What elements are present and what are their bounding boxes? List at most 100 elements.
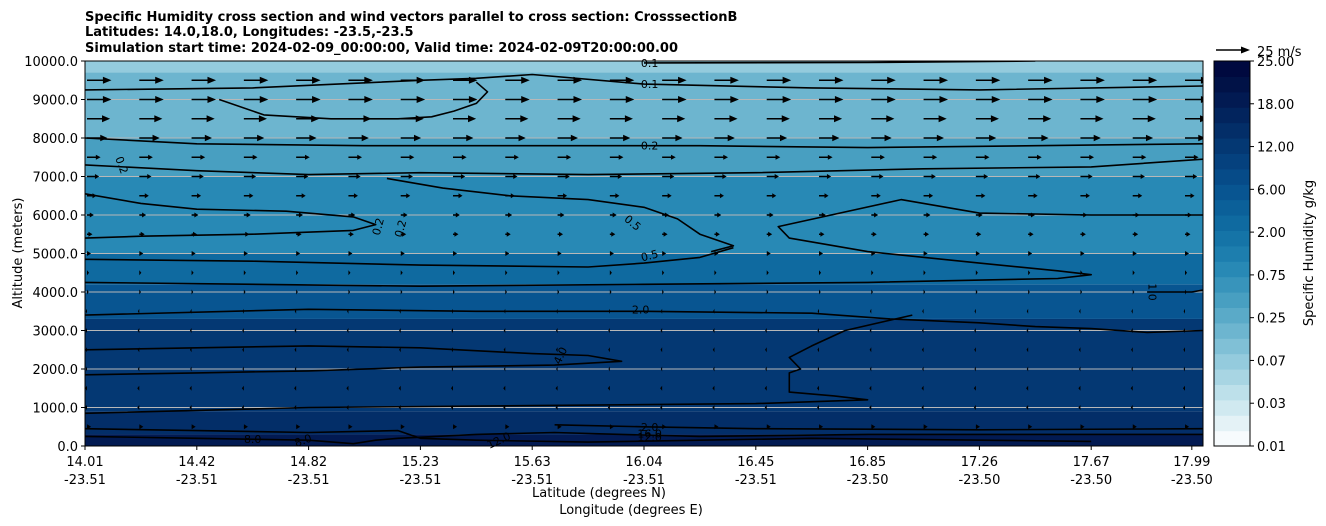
wind-arrow <box>1028 251 1033 256</box>
x-tick-label-lon: -23.51 <box>288 473 330 488</box>
y-tick-label: 2000.0 <box>33 363 79 378</box>
wind-arrow <box>400 231 407 237</box>
wind-arrow <box>400 134 422 142</box>
colorbar-swatch <box>1214 107 1250 124</box>
wind-arrow <box>451 328 453 333</box>
wind-arrow <box>1080 231 1086 237</box>
wind-arrow <box>189 385 192 391</box>
wind-arrow <box>87 76 112 84</box>
wind-arrow <box>819 289 821 295</box>
wind-arrow <box>348 424 353 430</box>
wind-arrow <box>1028 212 1035 218</box>
colorbar-swatch <box>1214 215 1250 231</box>
wind-arrow <box>922 308 924 314</box>
colorbar-swatch <box>1214 230 1250 247</box>
wind-arrow <box>348 231 354 237</box>
contour-0.1 <box>85 73 1203 91</box>
y-tick-label: 4000.0 <box>33 286 79 301</box>
wind-arrow <box>1130 385 1133 391</box>
wind-arrow <box>1080 76 1105 84</box>
wind-arrow <box>348 212 356 218</box>
wind-arrow <box>87 231 93 237</box>
wind-arrow <box>975 174 989 179</box>
colorbar-tick-label: 2.00 <box>1257 226 1286 241</box>
wind-arrow <box>713 366 715 372</box>
wind-arrow <box>87 193 97 199</box>
colorbar-swatch <box>1214 261 1250 278</box>
wind-arrow <box>714 270 717 276</box>
y-tick-label: 5000.0 <box>33 248 79 263</box>
wind-arrow <box>503 308 506 314</box>
wind-arrow <box>975 193 986 199</box>
wind-arrow <box>714 96 739 103</box>
wind-arrow <box>557 251 562 256</box>
contour-0.1 <box>218 81 489 120</box>
wind-arrow <box>505 289 507 295</box>
wind-arrow <box>85 308 87 314</box>
wind-arrow <box>608 366 610 372</box>
wind-arrow <box>1185 134 1203 142</box>
colorbar-swatch <box>1214 415 1250 432</box>
wind-arrow <box>348 96 373 103</box>
wind-arrow <box>87 115 111 123</box>
wind-arrow <box>453 251 458 256</box>
wind-arrow <box>1131 308 1133 314</box>
wind-arrow <box>557 231 564 237</box>
wind-arrow <box>139 231 145 237</box>
wind-arrow <box>191 212 199 218</box>
wind-arrow <box>923 270 926 276</box>
colorbar-swatch <box>1214 369 1250 385</box>
wind-arrow <box>1028 76 1053 84</box>
wind-arrow <box>139 424 144 430</box>
wind-arrow <box>1132 424 1137 430</box>
wind-arrow <box>973 405 976 410</box>
wind-arrow <box>816 405 819 410</box>
wind-arrow <box>139 289 141 295</box>
wind-arrow <box>453 115 477 123</box>
wind-arrow <box>765 347 767 353</box>
wind-arrow <box>1185 289 1187 295</box>
wind-arrow <box>1131 347 1133 353</box>
colorbar-swatch <box>1214 292 1250 308</box>
wind-arrow <box>766 212 774 218</box>
wind-arrow <box>191 231 198 237</box>
wind-arrow <box>975 212 983 218</box>
wind-arrow <box>660 347 663 353</box>
wind-arrow <box>1185 174 1198 179</box>
wind-arrow <box>243 289 246 295</box>
colorbar-swatch <box>1214 245 1250 262</box>
wind-arrow <box>609 231 616 237</box>
wind-arrow <box>139 115 163 123</box>
wind-arrow <box>139 154 153 160</box>
x-tick-label-lat: 15.63 <box>514 455 551 470</box>
wind-arrow <box>1185 231 1191 237</box>
wind-arrow <box>975 76 1001 84</box>
wind-arrow <box>1079 308 1081 314</box>
wind-arrow <box>294 405 297 410</box>
wind-arrow <box>1132 212 1140 218</box>
wind-arrow <box>399 328 401 333</box>
chart-title-line-1: Specific Humidity cross section and wind… <box>85 10 737 25</box>
wind-arrow <box>346 405 349 410</box>
colorbar-swatch <box>1214 138 1250 154</box>
wind-arrow <box>399 366 401 372</box>
wind-arrow <box>819 193 829 199</box>
wind-arrow <box>975 134 997 142</box>
wind-arrow <box>346 347 349 353</box>
wind-arrow <box>871 212 879 218</box>
wind-arrow <box>348 193 358 199</box>
shading-band-near-surface <box>85 434 1203 446</box>
wind-arrow <box>453 270 456 276</box>
wind-arrow <box>557 174 570 179</box>
wind-arrow <box>871 424 876 430</box>
wind-arrow <box>139 76 164 84</box>
wind-arrow <box>819 76 844 84</box>
wind-arrow <box>607 405 610 410</box>
wind-arrow <box>400 115 424 123</box>
wind-arrow <box>609 193 620 199</box>
wind-arrow <box>505 96 530 103</box>
contour-label: 16.0 <box>637 427 662 440</box>
wind-arrow <box>400 424 405 430</box>
wind-arrow <box>1131 366 1133 372</box>
wind-arrow <box>923 231 930 237</box>
